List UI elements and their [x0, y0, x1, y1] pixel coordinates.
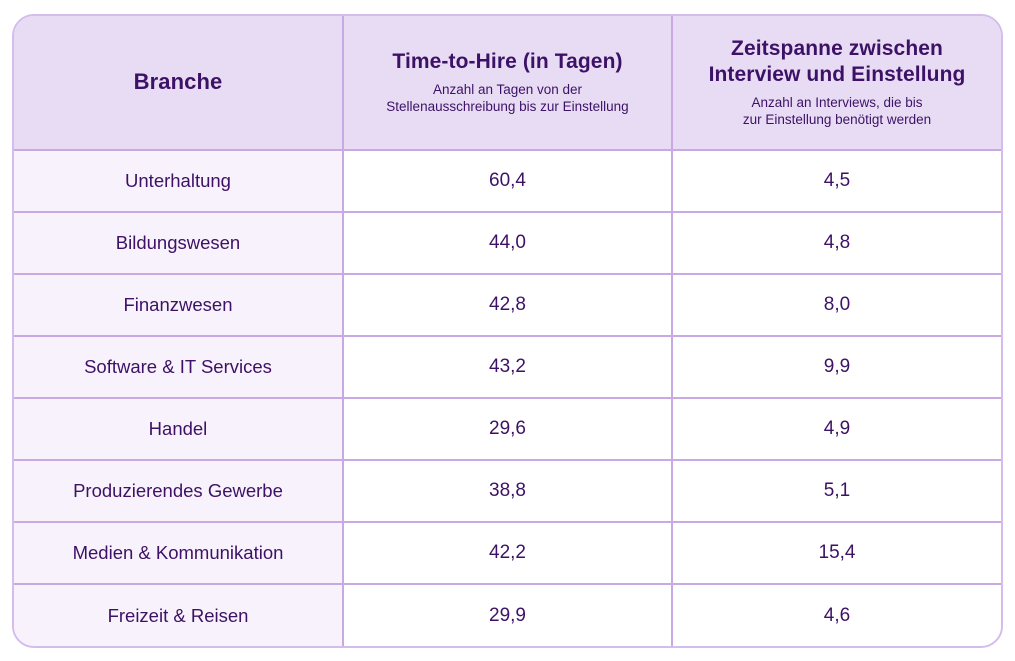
table-row: Handel 29,6 4,9 — [14, 397, 1001, 461]
hiring-metrics-table: Branche Time-to-Hire (in Tagen) Anzahl a… — [12, 14, 1003, 648]
cell-branche: Produzierendes Gewerbe — [14, 459, 344, 523]
table-row: Software & IT Services 43,2 9,9 — [14, 335, 1001, 399]
column-subtitle: Anzahl an Tagen von der Stellenausschrei… — [386, 81, 629, 115]
metrics-table: Branche Time-to-Hire (in Tagen) Anzahl a… — [14, 16, 1001, 646]
cell-branche: Medien & Kommunikation — [14, 521, 344, 585]
cell-branche: Freizeit & Reisen — [14, 583, 344, 646]
cell-time-to-hire: 29,6 — [342, 397, 673, 461]
cell-branche: Bildungswesen — [14, 211, 344, 275]
cell-interviews: 15,4 — [671, 521, 1001, 585]
cell-interviews: 8,0 — [671, 273, 1001, 337]
table-header: Branche Time-to-Hire (in Tagen) Anzahl a… — [14, 16, 1001, 151]
table-row: Finanzwesen 42,8 8,0 — [14, 273, 1001, 337]
cell-interviews: 4,5 — [671, 149, 1001, 213]
cell-branche: Unterhaltung — [14, 149, 344, 213]
cell-time-to-hire: 42,8 — [342, 273, 673, 337]
cell-time-to-hire: 38,8 — [342, 459, 673, 523]
table-row: Produzierendes Gewerbe 38,8 5,1 — [14, 459, 1001, 523]
column-subtitle: Anzahl an Interviews, die bis zur Einste… — [742, 94, 932, 128]
cell-time-to-hire: 42,2 — [342, 521, 673, 585]
cell-time-to-hire: 43,2 — [342, 335, 673, 399]
cell-interviews: 4,9 — [671, 397, 1001, 461]
cell-branche: Software & IT Services — [14, 335, 344, 399]
table-row: Bildungswesen 44,0 4,8 — [14, 211, 1001, 275]
table-body: Unterhaltung 60,4 4,5 Bildungswesen 44,0… — [14, 149, 1001, 646]
column-header-zeitspanne: Zeitspanne zwischen Interview und Einste… — [671, 16, 1001, 151]
cell-interviews: 4,6 — [671, 583, 1001, 646]
column-title: Branche — [133, 69, 223, 95]
table-row: Unterhaltung 60,4 4,5 — [14, 149, 1001, 213]
cell-time-to-hire: 29,9 — [342, 583, 673, 646]
table-row: Medien & Kommunikation 42,2 15,4 — [14, 521, 1001, 585]
cell-branche: Handel — [14, 397, 344, 461]
column-header-time-to-hire: Time-to-Hire (in Tagen) Anzahl an Tagen … — [342, 16, 673, 151]
column-header-branche: Branche — [14, 16, 344, 151]
column-title: Zeitspanne zwischen Interview und Einste… — [708, 37, 966, 86]
cell-interviews: 9,9 — [671, 335, 1001, 399]
cell-branche: Finanzwesen — [14, 273, 344, 337]
header-row: Branche Time-to-Hire (in Tagen) Anzahl a… — [14, 16, 1001, 151]
cell-interviews: 5,1 — [671, 459, 1001, 523]
cell-time-to-hire: 44,0 — [342, 211, 673, 275]
table-row: Freizeit & Reisen 29,9 4,6 — [14, 583, 1001, 646]
cell-time-to-hire: 60,4 — [342, 149, 673, 213]
column-title: Time-to-Hire (in Tagen) — [392, 50, 623, 74]
cell-interviews: 4,8 — [671, 211, 1001, 275]
